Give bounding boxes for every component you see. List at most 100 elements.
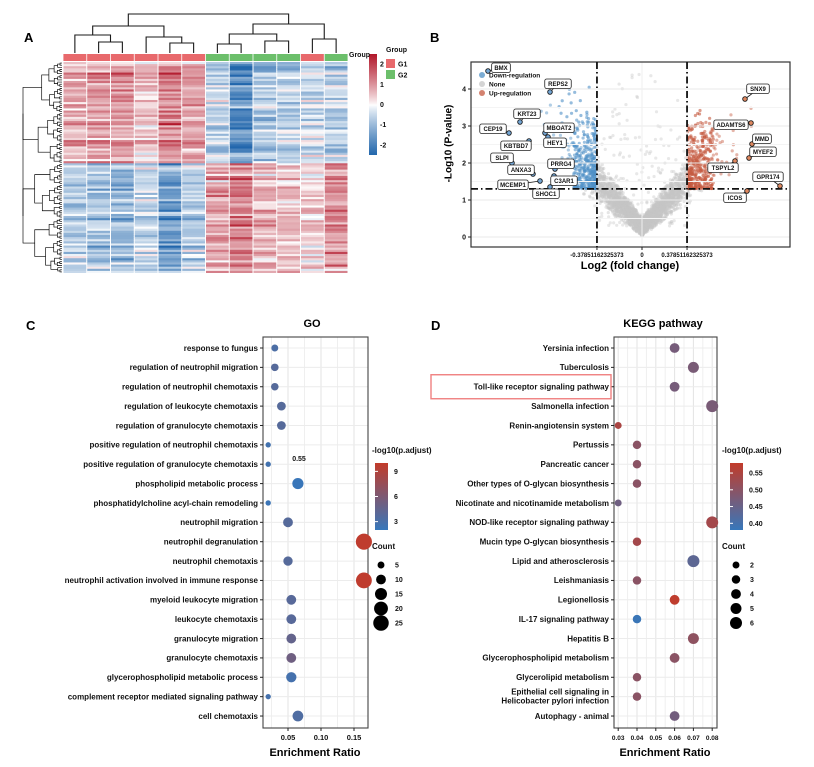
chart-text: 0 — [380, 102, 384, 109]
chart-text: 5 — [750, 606, 754, 613]
heatmap-colorbar — [369, 54, 377, 155]
panel-d-label: D — [431, 318, 441, 333]
dot — [706, 400, 719, 413]
gene-label-box — [547, 158, 575, 169]
dotplot-row-labels: response to fungus regulation of neutroph… — [65, 344, 263, 721]
gene-point — [517, 119, 523, 125]
chart-text: 25 — [395, 621, 403, 628]
chart-text: 6 — [750, 621, 754, 628]
panel-b-label: B — [430, 30, 440, 45]
dot — [286, 594, 297, 605]
chart-text: 2 — [750, 563, 754, 570]
volcano-y-axis-title: -Log10 (P-value) — [443, 104, 455, 183]
row-label: phospholipid metabolic process — [135, 479, 258, 488]
row-label: Nicotinate and nicotinamide metabolism — [456, 499, 609, 508]
volcano-grid — [471, 62, 790, 247]
row-label: granulocyte migration — [174, 634, 258, 643]
chart-text: HEY1 — [547, 141, 563, 147]
chart-text: KBTBD7 — [504, 144, 529, 150]
row-label: Mucin type O-glycan biosynthesis — [480, 538, 610, 547]
legend-size-dot — [374, 587, 388, 601]
row-label: Salmonella infection — [531, 402, 609, 411]
dot — [614, 499, 622, 507]
gene-point — [551, 173, 557, 179]
chart-text: 0.55 — [292, 456, 306, 463]
panel-a-label: A — [24, 30, 34, 45]
legend-size-dot — [731, 589, 741, 599]
row-label: Epithelial cell signaling in — [511, 688, 609, 697]
chart-text: 0.15 — [347, 733, 362, 742]
chart-text: 15 — [395, 592, 403, 599]
chart-text: 3 — [750, 577, 754, 584]
threshold-lines — [471, 62, 790, 247]
row-label: phosphatidylcholine acyl-chain remodelin… — [94, 499, 259, 508]
gene-point — [744, 188, 750, 194]
volcano-x-axis-title: Log2 (fold change) — [580, 260, 680, 272]
row-label: granulocyte chemotaxis — [166, 654, 258, 663]
dot — [632, 692, 642, 701]
annotation-cell — [277, 54, 301, 61]
dot — [286, 614, 297, 625]
chart-text: 4 — [462, 87, 466, 94]
row-label: Yersinia infection — [543, 344, 609, 353]
row-label: neutrophil degranulation — [164, 538, 258, 547]
row-label: leukocyte chemotaxis — [175, 615, 259, 624]
gene-label-box — [746, 83, 770, 94]
annotation-bar-title: Group — [349, 52, 370, 59]
gene-label-box — [749, 146, 777, 157]
gene-label-box — [713, 119, 749, 130]
dotplot-dots — [265, 344, 372, 722]
dot — [632, 673, 642, 682]
annotation-cell — [205, 54, 229, 61]
gene-label-box — [479, 123, 507, 134]
dot — [277, 401, 286, 411]
gene-point — [545, 134, 551, 140]
chart-text: Up-regulation — [489, 91, 531, 98]
kegg-x-axis-title: Enrichment Ratio — [619, 747, 711, 759]
gene-point — [547, 184, 553, 190]
gene-point — [485, 68, 491, 74]
gene-label-box — [543, 122, 575, 133]
chart-text: MCEMP1 — [500, 183, 526, 189]
panel-a-overlay: 2 1 0 -1 -2 G1 G2 — [63, 13, 407, 150]
dot — [265, 461, 271, 467]
annotation-cell — [182, 54, 206, 61]
legend-dot — [479, 90, 485, 96]
row-label: Glycerophospholipid metabolism — [482, 654, 609, 663]
row-dendrogram-canvas — [22, 62, 62, 273]
row-label: regulation of leukocyte chemotaxis — [124, 402, 258, 411]
gene-label-box — [491, 62, 511, 73]
annotation-cell — [134, 54, 158, 61]
dot — [632, 576, 642, 585]
gene-label-box — [723, 192, 747, 203]
chart-text: Down-regulation — [489, 73, 540, 80]
dotplot-border — [262, 336, 369, 729]
chart-text: -2 — [380, 142, 386, 149]
chart-text: 3 — [462, 124, 466, 131]
gene-label-box — [507, 164, 535, 175]
chart-text: TSPYL2 — [712, 166, 735, 172]
heatmap-canvas — [63, 62, 348, 273]
dot — [271, 363, 279, 372]
colorbar-ticks: 2 1 0 -1 -2 — [380, 62, 386, 150]
chart-text: SLPI — [495, 156, 509, 162]
dot — [687, 555, 700, 568]
chart-text: 0.06 — [668, 735, 681, 742]
row-label: Legionellosis — [558, 596, 610, 605]
chart-text: MBOAT2 — [547, 126, 573, 132]
row-label: regulation of neutrophil chemotaxis — [122, 383, 259, 392]
chart-text: 0.55 — [749, 471, 763, 478]
gene-label-box — [513, 108, 541, 119]
row-label: Hepatitis B — [567, 634, 609, 643]
column-dendrogram — [74, 13, 337, 53]
dot — [277, 421, 286, 430]
legend-size-dot — [373, 615, 389, 631]
row-label: regulation of neutrophil migration — [130, 363, 259, 372]
annotation-cell — [253, 54, 277, 61]
column-annotation-bar — [63, 54, 348, 61]
go-count-legend-title: Count — [372, 542, 396, 551]
chart-text: 0.04 — [631, 735, 644, 742]
row-label: positive regulation of neutrophil chemot… — [90, 441, 259, 450]
row-label: IL-17 signaling pathway — [519, 615, 610, 624]
row-label: Pancreatic cancer — [541, 460, 610, 469]
